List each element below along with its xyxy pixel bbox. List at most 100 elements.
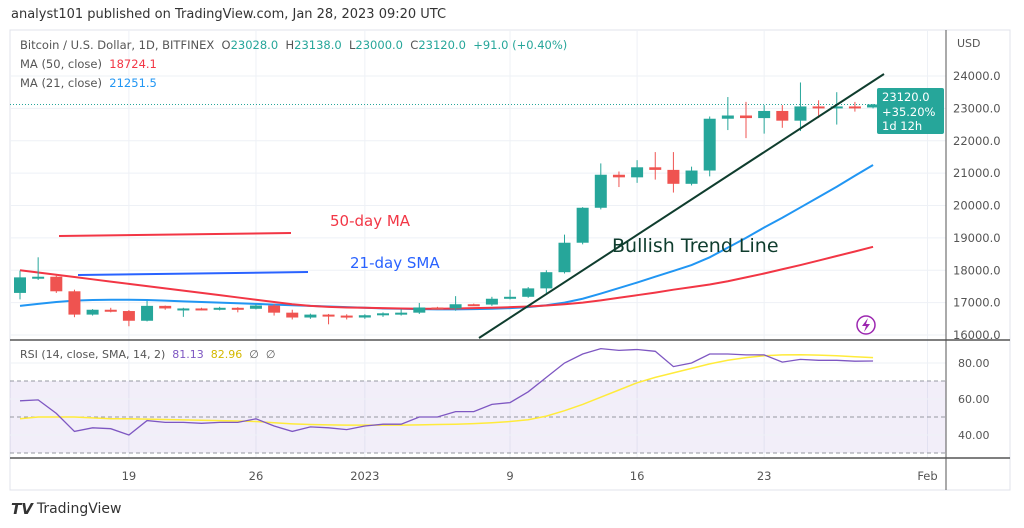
candle-body	[776, 110, 789, 121]
time-tick-label: 26	[249, 469, 264, 483]
rsi-label: RSI (14, close, SMA, 14, 2)	[20, 348, 166, 361]
candle-body	[485, 298, 498, 305]
tradingview-logo[interactable]: 𝙏𝙑 TradingView	[11, 500, 121, 518]
candle-body	[867, 104, 880, 108]
lightning-icon	[856, 315, 876, 335]
ma50-value: 18724.1	[109, 57, 157, 71]
candle-body	[249, 305, 262, 309]
time-tick-label: 19	[122, 469, 137, 483]
ma50-label: MA (50, close)	[20, 57, 102, 71]
candle-body	[794, 106, 807, 121]
low-value: 23000.0	[355, 38, 403, 52]
candle-body	[32, 276, 45, 279]
symbol-name: Bitcoin / U.S. Dollar, 1D, BITFINEX	[20, 38, 215, 52]
price-tick-label: 24000.0	[953, 69, 1001, 83]
price-tick-label: 20000.0	[953, 199, 1001, 213]
candle-body	[286, 312, 299, 318]
price-tick-label: 18000.0	[953, 263, 1001, 277]
candle-body	[721, 115, 734, 119]
close-label: C	[410, 38, 419, 52]
rsi-extra-2: ∅	[265, 348, 276, 361]
ma21-value: 21251.5	[109, 76, 157, 90]
bar-countdown: 1d 12h	[882, 119, 923, 133]
candle-body	[86, 309, 99, 315]
time-tick-label: 2023	[350, 469, 379, 483]
candle-body	[68, 291, 81, 315]
ma21-label: MA (21, close)	[20, 76, 102, 90]
candle-body	[413, 307, 426, 313]
candle-body	[703, 118, 716, 171]
ma21-legend[interactable]: MA (21, close) 21251.5	[20, 76, 157, 90]
price-tick-label: 16000.0	[953, 328, 1001, 342]
last-price: 23120.0	[882, 90, 930, 104]
price-tick-label: 19000.0	[953, 231, 1001, 245]
lightning-icon-glyph	[862, 318, 870, 332]
candle-body	[649, 167, 662, 170]
candle-body	[177, 308, 190, 311]
low-label: L	[349, 38, 356, 52]
price-tick-label: 22000.0	[953, 134, 1001, 148]
rsi-sma-line	[19, 353, 874, 426]
candle-body	[449, 304, 462, 309]
candle-body	[322, 314, 335, 317]
candle-body	[504, 296, 517, 299]
published-caption: analyst101 published on TradingView.com,…	[11, 7, 447, 22]
candle-body	[213, 307, 226, 310]
candle-body	[14, 277, 26, 293]
candle-body	[558, 242, 571, 273]
ma50-legend[interactable]: MA (50, close) 18724.1	[20, 57, 157, 71]
time-tick-label: Feb	[917, 469, 937, 483]
candle-body	[122, 311, 135, 321]
candle-body	[395, 312, 408, 315]
ma50-annotation: 50-day MA	[330, 212, 411, 230]
candle-body	[340, 315, 353, 318]
symbol-legend: Bitcoin / U.S. Dollar, 1D, BITFINEX O230…	[20, 38, 567, 52]
candle-body	[631, 167, 644, 178]
percent-change: +35.20%	[882, 104, 936, 119]
ma50-line	[19, 245, 874, 310]
open-value: 23028.0	[230, 38, 279, 52]
candle-body	[304, 314, 317, 318]
open-label: O	[221, 38, 231, 52]
time-tick-label: 9	[506, 469, 513, 483]
high-label: H	[285, 38, 295, 52]
candle-body	[830, 106, 843, 109]
candle-body	[104, 309, 117, 312]
rsi-legend[interactable]: RSI (14, close, SMA, 14, 2) 81.13 82.96 …	[20, 348, 275, 361]
currency-label: USD	[957, 37, 981, 50]
candle-body	[594, 174, 607, 208]
candle-body	[848, 106, 861, 109]
candle-body	[431, 307, 444, 310]
candle-body	[50, 276, 63, 292]
rsi-value: 81.13	[172, 348, 204, 361]
rsi-line	[19, 347, 874, 436]
high-value: 23138.0	[294, 38, 342, 52]
ma21-annotation-line	[77, 271, 309, 276]
ma21-annotation: 21-day SMA	[350, 254, 440, 272]
close-value: 23120.0	[418, 38, 466, 52]
candle-body	[231, 307, 244, 310]
trend-line	[478, 73, 885, 339]
candle-body	[576, 207, 589, 243]
ma50-annotation-line	[58, 232, 292, 237]
candle-body	[377, 313, 389, 316]
rsi-sma-value: 82.96	[210, 348, 243, 361]
candle-body	[268, 305, 281, 313]
price-tick-label: 23000.0	[953, 101, 1001, 115]
price-tick-label: 17000.0	[953, 296, 1001, 310]
candle-body	[141, 305, 154, 321]
candle-body	[522, 288, 535, 297]
candle-body	[685, 170, 698, 184]
candle-body	[358, 315, 371, 318]
candle-body	[540, 272, 553, 289]
candle-body	[195, 308, 208, 311]
last-price-badge: 23120.0 +35.20% 1d 12h	[877, 88, 944, 134]
rsi-tick-label: 60.00	[958, 393, 990, 406]
candle-body	[467, 304, 480, 307]
candle-body	[667, 169, 680, 184]
candle-body	[612, 174, 625, 178]
tradingview-logo-icon: 𝙏𝙑	[11, 500, 33, 518]
brand-name: TradingView	[36, 501, 122, 517]
candle-body	[812, 106, 825, 109]
